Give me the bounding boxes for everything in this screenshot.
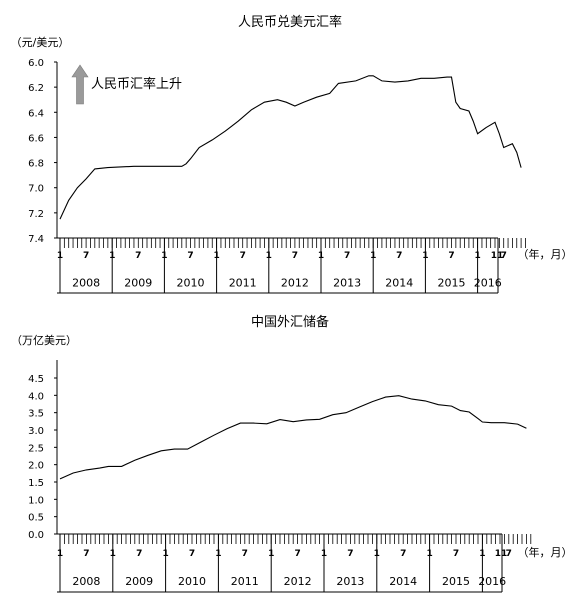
x-month-label: 7 [400, 549, 406, 559]
chart2-title: 中国外汇储备 [251, 314, 329, 330]
chart2-y-unit: （万亿美元） [11, 334, 77, 347]
x-month-label-last: 11 [491, 251, 504, 261]
chart1-x-ticks: 1720081720091720101720111720121720131720… [57, 238, 526, 294]
x-year-label: 2011 [231, 575, 259, 588]
chart1-y-unit: （元/美元） [11, 36, 70, 49]
y-tick-label: 6.0 [28, 58, 44, 69]
chart1-y-ticks: 6.0 6.2 6.4 6.6 6.8 7.0 7.2 7.4 [28, 58, 57, 245]
y-tick-label: 2.0 [28, 461, 44, 472]
x-month-label: 7 [506, 549, 512, 559]
y-tick-label: 6.2 [28, 83, 44, 94]
fx-reserves-chart: 中国外汇储备 （万亿美元） 0.0 0.5 1.0 1.5 2.0 2.5 3.0 3.5 4.… [11, 314, 573, 593]
y-tick-label: 6.6 [28, 133, 44, 144]
chart2-y-ticks: 0.0 0.5 1.0 1.5 2.0 2.5 3.0 3.5 4.0 4.5 [28, 374, 57, 541]
x-month-label: 7 [187, 251, 193, 261]
y-tick-label: 2.5 [28, 443, 44, 454]
x-month-label: 7 [294, 549, 300, 559]
x-year-label: 2008 [72, 575, 100, 588]
y-tick-label: 4.5 [28, 374, 44, 385]
x-month-label: 7 [344, 251, 350, 261]
y-tick-label: 6.8 [28, 159, 44, 170]
y-tick-label: 7.4 [28, 234, 44, 245]
x-month-label: 7 [240, 251, 246, 261]
x-year-label: 2016 [478, 575, 506, 588]
x-year-label: 2009 [125, 575, 153, 588]
y-tick-label: 1.5 [28, 478, 44, 489]
x-month-label: 7 [135, 251, 141, 261]
x-year-label: 2015 [442, 575, 470, 588]
y-tick-label: 1.0 [28, 495, 44, 506]
y-tick-label: 7.0 [28, 184, 44, 195]
x-month-label-last: 11 [495, 549, 508, 559]
chart2-x-unit: （年，月） [518, 545, 573, 559]
x-year-label: 2012 [281, 277, 309, 290]
chart1-x-unit: （年，月） [518, 247, 573, 261]
x-year-label: 2013 [333, 277, 361, 290]
x-month-label: 7 [453, 549, 459, 559]
x-year-label: 2012 [284, 575, 312, 588]
x-month-label: 7 [242, 549, 248, 559]
x-month-label: 7 [83, 251, 89, 261]
y-tick-label: 0.5 [28, 513, 44, 524]
y-tick-label: 4.0 [28, 391, 44, 402]
up-arrow-icon [71, 64, 89, 105]
y-tick-label: 6.4 [28, 108, 44, 119]
x-year-label: 2014 [385, 277, 413, 290]
y-tick-label: 7.2 [28, 209, 44, 220]
x-year-label: 2014 [389, 575, 417, 588]
x-month-label: 7 [292, 251, 298, 261]
chart2-x-ticks: 1720081720091720101720111720121720131720… [57, 534, 532, 593]
x-year-label: 2010 [177, 277, 205, 290]
x-year-label: 2009 [124, 277, 152, 290]
y-tick-label: 0.0 [28, 530, 44, 541]
x-month-label: 7 [501, 251, 507, 261]
exchange-rate-chart: 人民币兑美元汇率 （元/美元） 6.0 6.2 6.4 6.6 6.8 7.0 7.2 7.4… [11, 14, 573, 294]
x-month-label: 7 [396, 251, 402, 261]
chart1-title: 人民币兑美元汇率 [238, 14, 342, 30]
chart2-series-line [59, 395, 527, 480]
y-tick-label: 3.0 [28, 426, 44, 437]
rmb-appreciation-annotation: 人民币汇率上升 [91, 76, 182, 92]
x-month-label: 7 [189, 549, 195, 559]
x-year-label: 2015 [438, 277, 466, 290]
x-month-label: 7 [347, 549, 353, 559]
x-year-label: 2016 [474, 277, 502, 290]
x-month-label: 7 [448, 251, 454, 261]
x-year-label: 2010 [178, 575, 206, 588]
y-tick-label: 3.5 [28, 409, 44, 420]
x-year-label: 2011 [229, 277, 257, 290]
x-month-label: 7 [136, 549, 142, 559]
x-year-label: 2013 [336, 575, 364, 588]
x-month-label: 7 [83, 549, 89, 559]
chart1-series-line [59, 75, 522, 220]
x-year-label: 2008 [72, 277, 100, 290]
